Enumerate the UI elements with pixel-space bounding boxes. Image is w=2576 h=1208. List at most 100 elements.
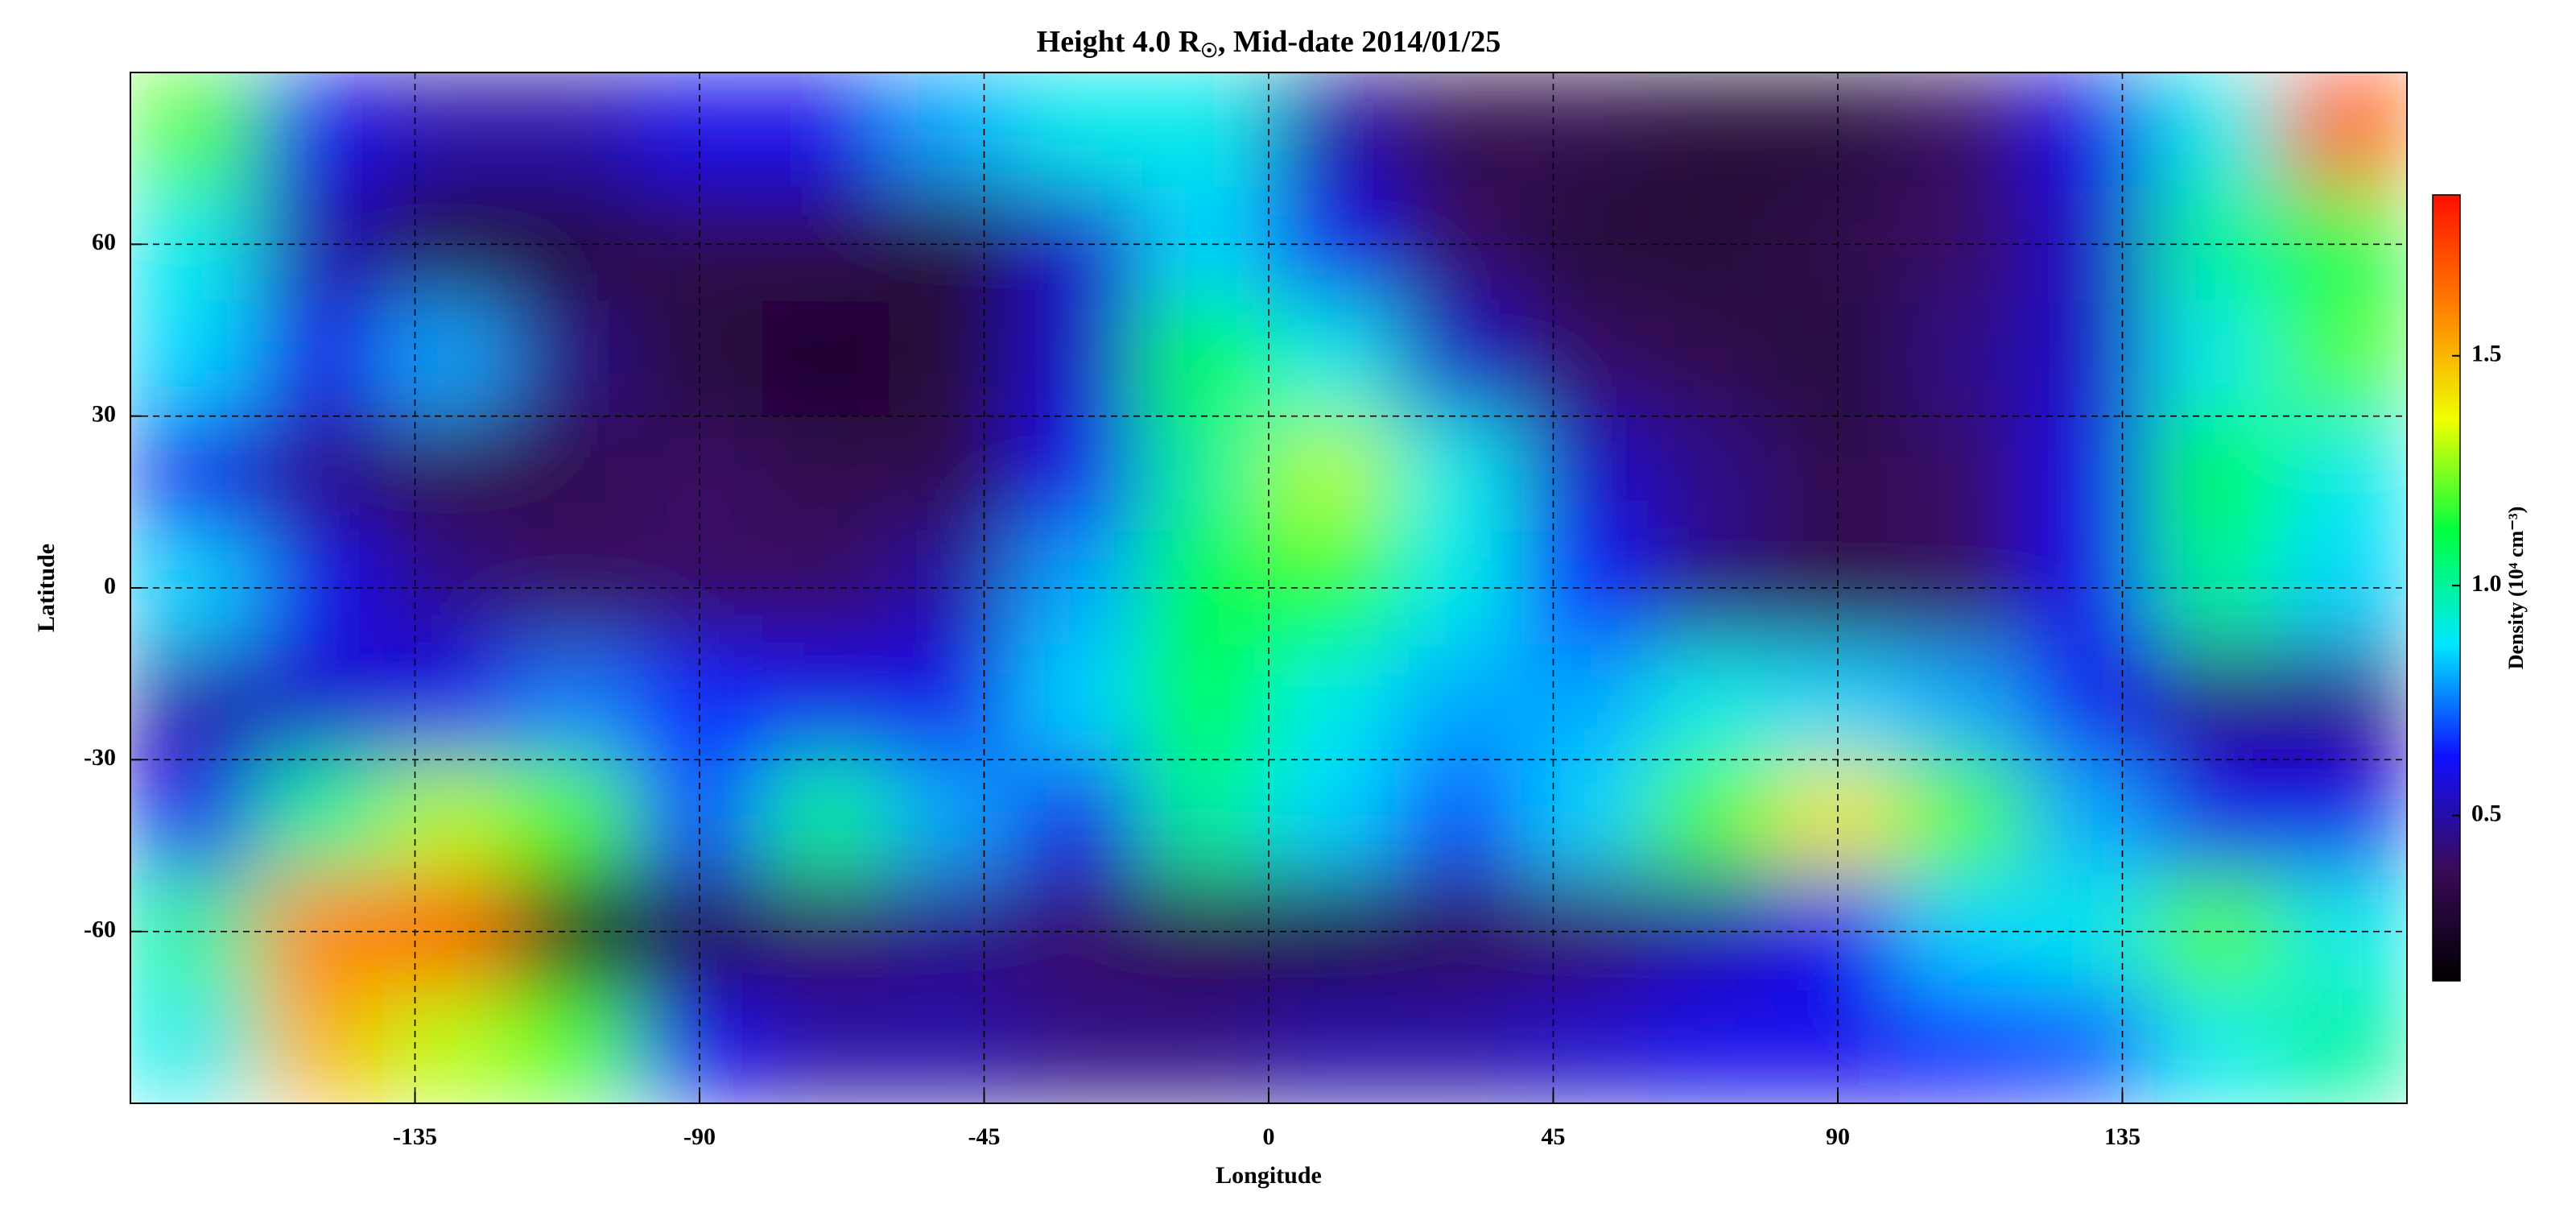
heat-cell (889, 644, 1017, 760)
heat-cell (509, 416, 637, 532)
heat-cell (509, 72, 637, 188)
heat-cell (1141, 72, 1269, 188)
heat-cell (1647, 300, 1775, 417)
heat-cell (889, 759, 1017, 875)
heat-cell (889, 416, 1017, 532)
heat-cell (2153, 988, 2281, 1103)
heat-cell (1394, 186, 1522, 302)
heat-cell (1647, 988, 1775, 1103)
heat-cell (1141, 759, 1269, 875)
heat-cell (1394, 72, 1522, 188)
heat-cell (889, 988, 1017, 1103)
heat-cell (2027, 988, 2155, 1103)
heat-cell (1647, 72, 1775, 188)
heat-cell (1647, 759, 1775, 875)
heat-cell (1521, 759, 1649, 875)
heat-cell (762, 874, 890, 990)
heat-cell (1268, 759, 1396, 875)
heat-cell (2280, 759, 2407, 875)
y-tick-label: 0 (104, 573, 116, 599)
heat-cell (2027, 300, 2155, 417)
heat-cell (1015, 759, 1143, 875)
x-tick-label: 0 (1263, 1123, 1275, 1150)
title-main: Height 4.0 R (1037, 25, 1201, 59)
heat-cell (1394, 759, 1522, 875)
heat-cell (2153, 72, 2281, 188)
heat-cell (256, 530, 384, 646)
heat-cell (1647, 416, 1775, 532)
heat-cell (256, 759, 384, 875)
heat-cell (1268, 300, 1396, 417)
chart-title: Height 4.0 R☉, Mid-date 2014/01/25 (1037, 25, 1501, 62)
heat-cell (1901, 416, 2029, 532)
heat-cell (762, 300, 890, 417)
heat-cell (256, 72, 384, 188)
heat-cell (762, 988, 890, 1103)
colorbar-tick-label: 1.5 (2471, 341, 2502, 367)
heat-cell (1141, 416, 1269, 532)
heat-cell (762, 416, 890, 532)
heat-cell (1141, 988, 1269, 1103)
heat-cell (256, 416, 384, 532)
heat-cell (1394, 644, 1522, 760)
heat-cell (1901, 759, 2029, 875)
heat-cell (256, 186, 384, 302)
heat-cell (130, 988, 258, 1103)
x-tick-label: 135 (2104, 1123, 2140, 1150)
heat-cell (1901, 72, 2029, 188)
x-tick-label: -135 (393, 1123, 437, 1150)
heat-cell (2027, 759, 2155, 875)
heat-cell (889, 874, 1017, 990)
heat-cell (2027, 186, 2155, 302)
heat-cell (1394, 988, 1522, 1103)
heat-cell (2027, 72, 2155, 188)
grid (130, 72, 2407, 1103)
heat-cell (1394, 300, 1522, 417)
heat-cell (2153, 644, 2281, 760)
heat-cell (1141, 300, 1269, 417)
heat-cell (889, 530, 1017, 646)
heat-cell (130, 416, 258, 532)
heat-cell (1901, 988, 2029, 1103)
heat-cell (382, 644, 510, 760)
x-axis-label: Longitude (1216, 1162, 1322, 1189)
heat-cell (762, 186, 890, 302)
heat-cell (256, 644, 384, 760)
heat-cell (2027, 416, 2155, 532)
heat-cell (256, 988, 384, 1103)
heat-cell (1394, 416, 1522, 532)
heat-cell (382, 416, 510, 532)
heat-cell (2280, 416, 2407, 532)
heat-cell (256, 300, 384, 417)
heat-cell (382, 759, 510, 875)
heat-cell (1901, 186, 2029, 302)
colorbar-tick-label: 0.5 (2471, 800, 2502, 826)
heat-cell (1394, 530, 1522, 646)
heat-cell (256, 874, 384, 990)
heat-cell (889, 72, 1017, 188)
heat-cell (130, 72, 258, 188)
heat-cell (1268, 988, 1396, 1103)
heat-cell (509, 759, 637, 875)
y-tick-label: 60 (92, 229, 116, 255)
title-sub: ☉ (1200, 41, 1218, 62)
heat-cell (2027, 874, 2155, 990)
title-rest: , Mid-date 2014/01/25 (1218, 25, 1501, 59)
heat-cell (1268, 416, 1396, 532)
x-tick-label: 45 (1542, 1123, 1566, 1150)
heat-cell (1141, 644, 1269, 760)
heat-cell (1015, 988, 1143, 1103)
x-tick-label: -90 (683, 1123, 716, 1150)
heat-cell (1901, 644, 2029, 760)
heat-cell (2280, 300, 2407, 417)
colorbar (2432, 194, 2461, 982)
heat-cell (2280, 988, 2407, 1103)
y-tick-label: -60 (84, 916, 116, 943)
heat-cell (130, 644, 258, 760)
heat-cell (2027, 530, 2155, 646)
heat-cell (1901, 300, 2029, 417)
heat-cell (1521, 416, 1649, 532)
heat-cell (2153, 300, 2281, 417)
heat-cell (1521, 300, 1649, 417)
heat-cell (762, 644, 890, 760)
